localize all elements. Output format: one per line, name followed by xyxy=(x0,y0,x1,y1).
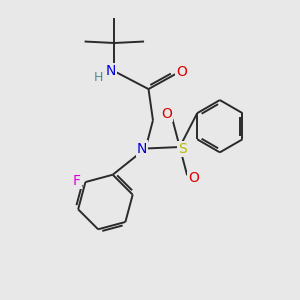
Text: O: O xyxy=(161,107,172,121)
Text: N: N xyxy=(106,64,116,78)
Text: O: O xyxy=(188,171,199,185)
Text: F: F xyxy=(73,174,80,188)
Text: O: O xyxy=(176,65,187,79)
Text: N: N xyxy=(137,142,147,155)
Text: H: H xyxy=(94,71,104,84)
Text: S: S xyxy=(178,142,187,156)
